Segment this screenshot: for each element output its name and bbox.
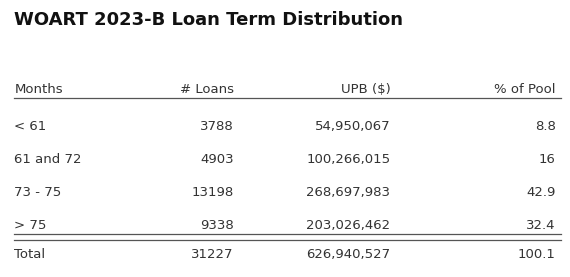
Text: 13198: 13198	[192, 186, 234, 199]
Text: 268,697,983: 268,697,983	[307, 186, 390, 199]
Text: UPB ($): UPB ($)	[341, 83, 390, 96]
Text: 3788: 3788	[200, 120, 234, 134]
Text: 32.4: 32.4	[526, 219, 556, 232]
Text: 626,940,527: 626,940,527	[306, 248, 390, 261]
Text: 4903: 4903	[200, 153, 234, 166]
Text: 61 and 72: 61 and 72	[14, 153, 82, 166]
Text: 31227: 31227	[191, 248, 234, 261]
Text: > 75: > 75	[14, 219, 47, 232]
Text: Months: Months	[14, 83, 63, 96]
Text: % of Pool: % of Pool	[494, 83, 556, 96]
Text: 8.8: 8.8	[535, 120, 556, 134]
Text: 73 - 75: 73 - 75	[14, 186, 62, 199]
Text: WOART 2023-B Loan Term Distribution: WOART 2023-B Loan Term Distribution	[14, 11, 403, 29]
Text: Total: Total	[14, 248, 46, 261]
Text: 100,266,015: 100,266,015	[306, 153, 390, 166]
Text: < 61: < 61	[14, 120, 47, 134]
Text: 16: 16	[539, 153, 556, 166]
Text: 203,026,462: 203,026,462	[306, 219, 390, 232]
Text: 42.9: 42.9	[526, 186, 556, 199]
Text: 54,950,067: 54,950,067	[315, 120, 390, 134]
Text: # Loans: # Loans	[180, 83, 234, 96]
Text: 100.1: 100.1	[518, 248, 556, 261]
Text: 9338: 9338	[200, 219, 234, 232]
